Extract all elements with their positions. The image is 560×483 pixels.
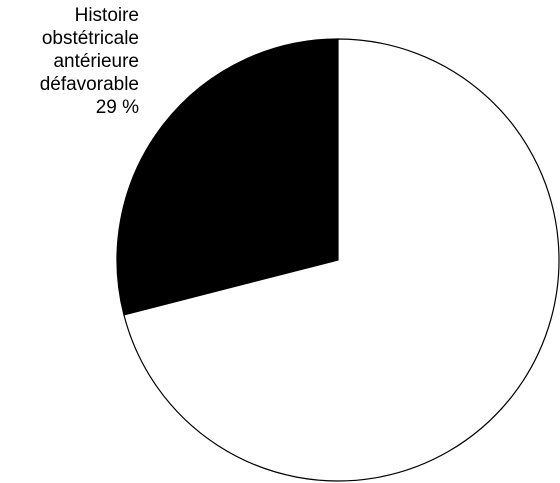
- slice-label-unfavorable-history: Histoire obstétricale antérieure défavor…: [40, 4, 139, 119]
- slice-label-line-2: obstétricale: [41, 28, 139, 49]
- pie-slice-1: [116, 38, 339, 316]
- slice-value-label: 29 %: [95, 97, 139, 118]
- pie-slice-2: [123, 38, 560, 482]
- slice-label-line-4: défavorable: [39, 74, 139, 95]
- slice-label-line-3: antérieure: [53, 51, 139, 72]
- pie-slices: [116, 38, 560, 482]
- slice-label-line-1: Histoire: [74, 5, 139, 26]
